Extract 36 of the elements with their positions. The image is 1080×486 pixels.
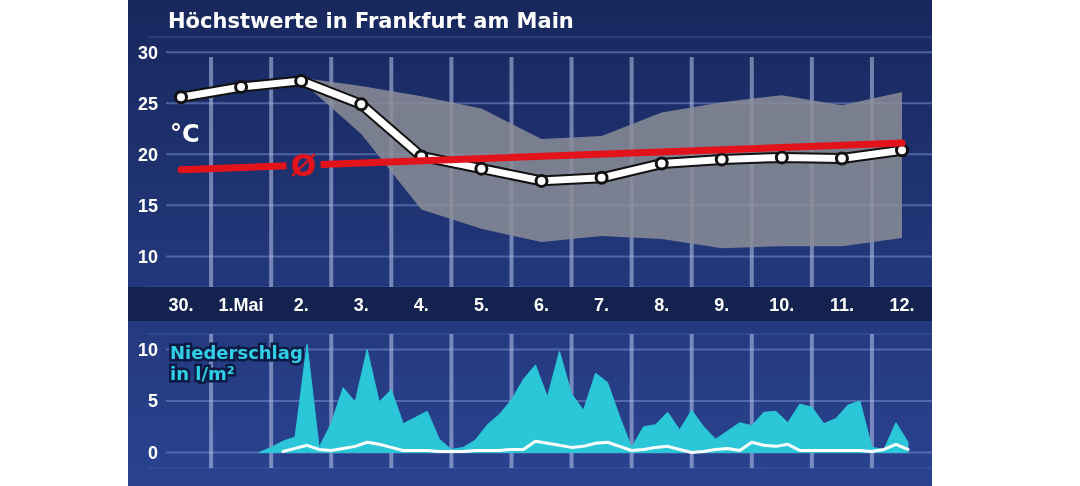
y-tick-label: 20	[137, 144, 158, 165]
x-tick-label: 7.	[594, 295, 610, 316]
x-tick-label: 3.	[353, 295, 369, 316]
point	[294, 73, 309, 88]
point	[234, 80, 249, 94]
x-tick-label: 9.	[714, 295, 730, 316]
line-series	[281, 439, 910, 455]
y-tick-label: 30	[137, 42, 158, 63]
x-tick-label: 12.	[889, 295, 915, 316]
y-tick-label: 15	[137, 195, 158, 216]
y-tick-label: 10	[137, 246, 158, 267]
x-tick-label: 10.	[769, 295, 795, 316]
point	[834, 151, 849, 166]
x-tick-label: 30.	[168, 295, 194, 316]
chart-title: Höchstwerte in Frankfurt am Main	[168, 9, 574, 33]
y-tick-label: 10	[137, 339, 158, 360]
y-axis-title: °C	[170, 120, 200, 148]
series-label: Ø	[290, 147, 317, 183]
point	[534, 173, 549, 188]
x-tick-label: 6.	[533, 295, 550, 316]
x-tick-label: 4.	[413, 295, 429, 316]
point	[354, 97, 369, 112]
point	[654, 156, 669, 171]
point	[474, 161, 489, 176]
x-tick-label: 11.	[829, 295, 854, 316]
y-tick-label: 0	[147, 442, 158, 463]
point	[714, 152, 729, 167]
point	[594, 170, 609, 185]
point	[174, 90, 188, 105]
x-tick-label: 5.	[473, 295, 489, 316]
y-tick-label: 5	[147, 391, 158, 412]
y-tick-label: 25	[137, 93, 158, 114]
x-tick-label: 1.Mai	[218, 295, 264, 316]
x-tick-label: 2.	[293, 295, 309, 316]
x-tick-label: 8.	[654, 295, 670, 316]
point	[774, 150, 789, 165]
